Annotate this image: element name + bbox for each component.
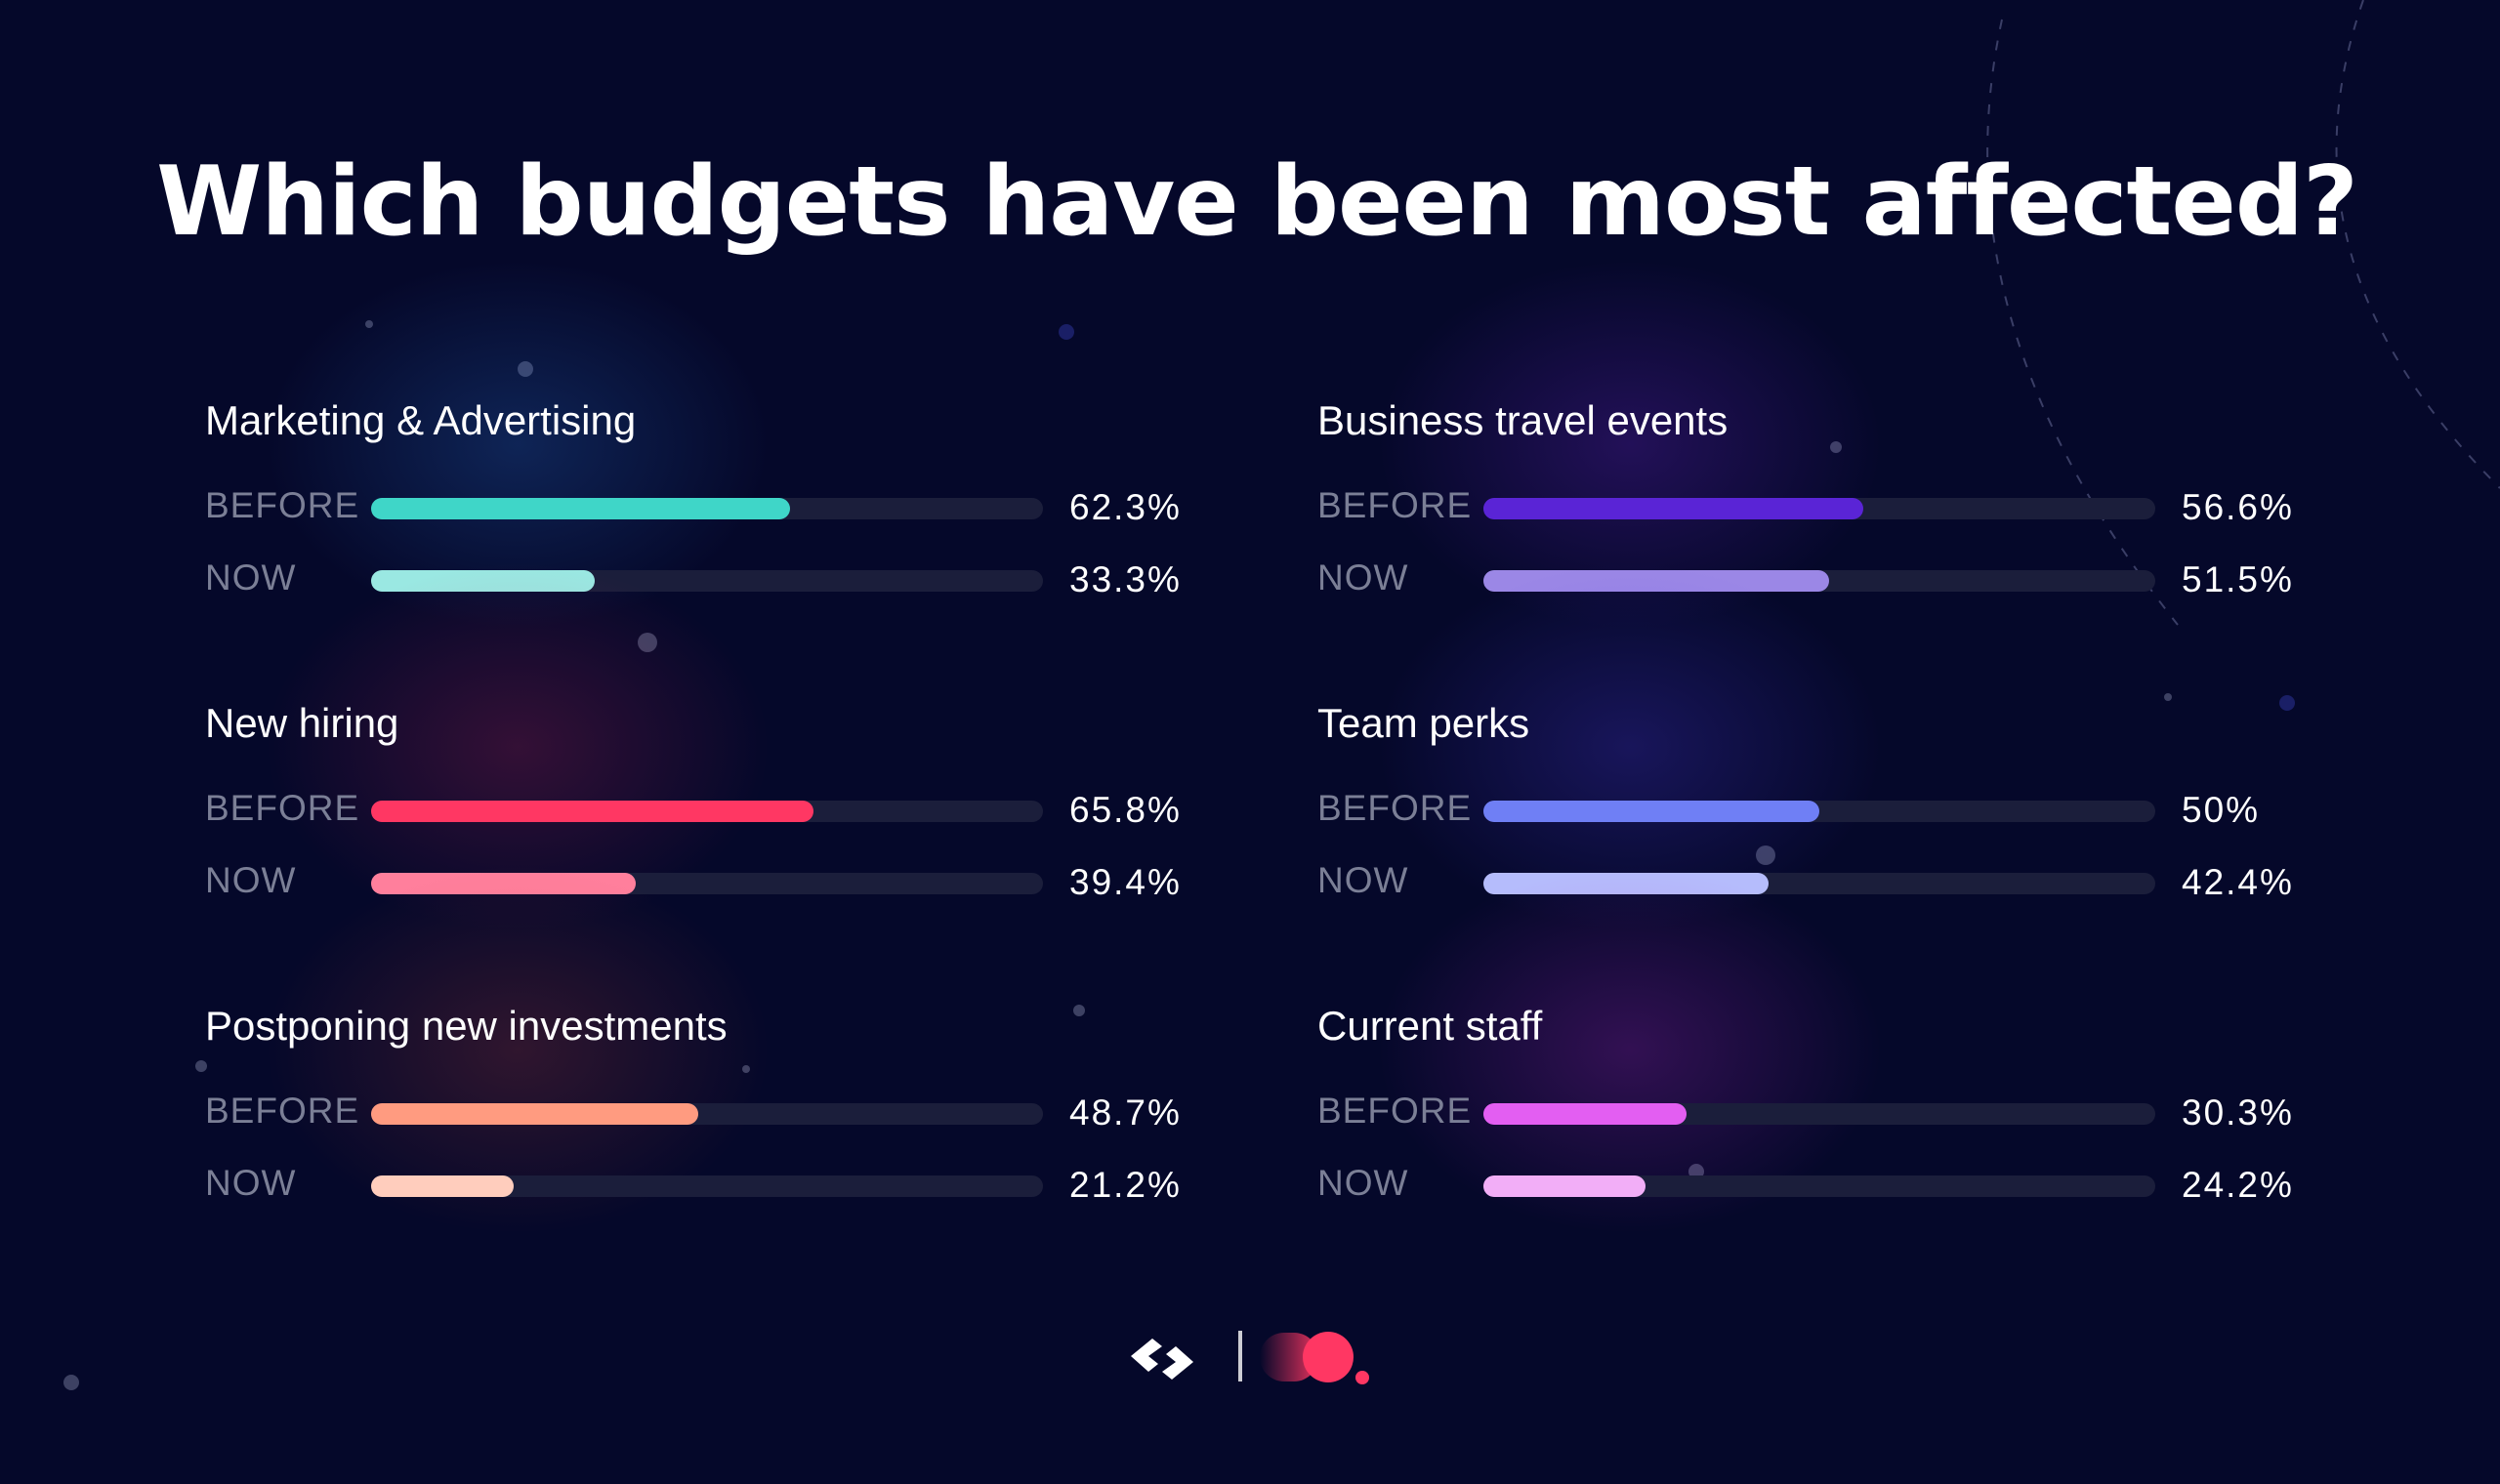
deco-dot [2164, 693, 2172, 701]
group-title: Postponing new investments [205, 1003, 728, 1049]
bar-row-before: BEFORE 65.8% [205, 786, 1240, 831]
before-label: BEFORE [1317, 1091, 1473, 1131]
bar-track [1483, 570, 2155, 592]
value-label-now: 39.4% [1069, 862, 1182, 902]
value-label-before: 50% [2182, 790, 2261, 830]
before-label: BEFORE [1317, 788, 1473, 828]
bar-row-now: NOW 51.5% [1317, 556, 2353, 600]
bar-row-before: BEFORE 56.6% [1317, 483, 2353, 528]
bar-track [371, 498, 1043, 519]
bar-fill-before [1483, 801, 1819, 822]
now-label: NOW [1317, 1163, 1409, 1203]
before-label: BEFORE [205, 485, 360, 525]
bar-fill-now [1483, 570, 1830, 592]
bar-row-before: BEFORE 50% [1317, 786, 2353, 831]
deco-dot [742, 1065, 750, 1073]
bar-row-now: NOW 33.3% [205, 556, 1240, 600]
deco-dot [1059, 324, 1074, 340]
deco-dot [1830, 441, 1842, 453]
bar-fill-before [1483, 1103, 1688, 1125]
bar-row-now: NOW 24.2% [1317, 1161, 2353, 1206]
deco-dot [365, 320, 373, 328]
budget-group-current-staff: Current staff BEFORE 30.3% NOW 24.2% [1317, 864, 2353, 1235]
bar-fill-before [371, 801, 813, 822]
bar-fill-now [371, 1175, 514, 1197]
bar-track [1483, 1175, 2155, 1197]
footer-logo-svg [1131, 1331, 1369, 1384]
value-label-now: 51.5% [2182, 559, 2294, 599]
budget-group-new-hiring: New hiring BEFORE 65.8% NOW 39.4% [205, 561, 1240, 932]
before-label: BEFORE [205, 788, 360, 828]
value-label-before: 62.3% [1069, 487, 1182, 527]
value-label-before: 56.6% [2182, 487, 2294, 527]
deco-dot [638, 633, 657, 652]
value-label-now: 42.4% [2182, 862, 2294, 902]
value-label-before: 30.3% [2182, 1092, 2294, 1133]
red-dot-logo-icon [1260, 1332, 1369, 1384]
footer-logos [1123, 1323, 1377, 1401]
before-label: BEFORE [205, 1091, 360, 1131]
deco-dot [1073, 1005, 1085, 1016]
now-label: NOW [205, 1163, 297, 1203]
group-title: Business travel events [1317, 397, 1729, 443]
bar-row-now: NOW 21.2% [205, 1161, 1240, 1206]
bar-fill-before [371, 498, 790, 519]
bar-fill-before [371, 1103, 699, 1125]
bar-track [371, 570, 1043, 592]
bar-track [1483, 873, 2155, 894]
bar-fill-before [1483, 498, 1864, 519]
bar-track [371, 801, 1043, 822]
now-label: NOW [205, 557, 297, 598]
budget-group-business-travel: Business travel events BEFORE 56.6% NOW … [1317, 259, 2353, 630]
value-label-now: 21.2% [1069, 1165, 1182, 1205]
value-label-before: 65.8% [1069, 790, 1182, 830]
bar-track [1483, 801, 2155, 822]
bar-track [1483, 1103, 2155, 1125]
bar-row-before: BEFORE 62.3% [205, 483, 1240, 528]
bar-track [371, 1175, 1043, 1197]
now-label: NOW [1317, 860, 1409, 900]
deco-dot [1756, 845, 1775, 865]
bar-track [1483, 498, 2155, 519]
bar-fill-now [1483, 1175, 1646, 1197]
budget-group-marketing: Marketing & Advertising BEFORE 62.3% NOW… [205, 259, 1240, 630]
bar-row-before: BEFORE 30.3% [1317, 1089, 2353, 1134]
dashed-arc-decoration-outer [2335, 0, 2500, 489]
deco-dot [195, 1060, 207, 1072]
logo-divider [1238, 1331, 1242, 1381]
now-label: NOW [205, 860, 297, 900]
bar-track [371, 873, 1043, 894]
value-label-before: 48.7% [1069, 1092, 1182, 1133]
budget-group-postponing-investments: Postponing new investments BEFORE 48.7% … [205, 864, 1240, 1235]
bar-row-now: NOW 39.4% [205, 858, 1240, 903]
deco-dot [63, 1375, 79, 1390]
bar-track [371, 1103, 1043, 1125]
value-label-now: 24.2% [2182, 1165, 2294, 1205]
group-title: New hiring [205, 700, 399, 746]
bar-row-before: BEFORE 48.7% [205, 1089, 1240, 1134]
value-label-now: 33.3% [1069, 559, 1182, 599]
before-label: BEFORE [1317, 485, 1473, 525]
bar-fill-now [371, 570, 596, 592]
group-title: Current staff [1317, 1003, 1543, 1049]
bar-fill-now [1483, 873, 1769, 894]
deco-dot [2279, 695, 2295, 711]
deco-dot [518, 361, 533, 377]
budget-group-team-perks: Team perks BEFORE 50% NOW 42.4% [1317, 561, 2353, 932]
bar-fill-now [371, 873, 637, 894]
chevron-s-logo-icon [1131, 1339, 1193, 1380]
group-title: Marketing & Advertising [205, 397, 637, 443]
bar-row-now: NOW 42.4% [1317, 858, 2353, 903]
now-label: NOW [1317, 557, 1409, 598]
page-title: Which budgets have been most affected? [156, 146, 2358, 258]
group-title: Team perks [1317, 700, 1530, 746]
dashed-arc-decoration [1986, 19, 2179, 626]
